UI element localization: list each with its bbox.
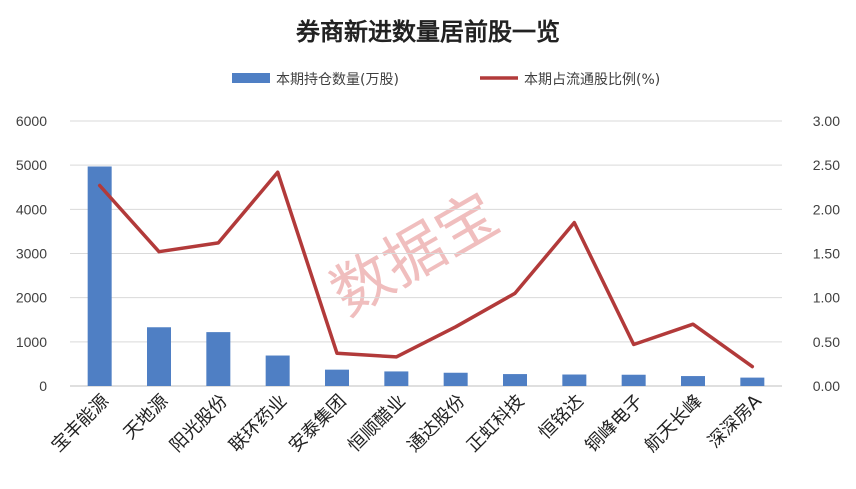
- chart-title: 券商新进数量居前股一览: [296, 18, 560, 46]
- legend: 本期持仓数量(万股) 本期占流通股比例(%): [232, 72, 660, 88]
- category-label: 宝丰能源: [47, 391, 113, 457]
- right-tick-label: 1.00: [813, 290, 840, 306]
- category-label: 天地源: [120, 391, 173, 444]
- bar: [681, 376, 705, 386]
- right-tick-label: 2.00: [813, 201, 840, 217]
- category-label: 深深房A: [704, 390, 766, 452]
- legend-label-bar: 本期持仓数量(万股): [276, 72, 399, 88]
- category-label: 铜峰电子: [581, 391, 647, 457]
- bar: [87, 166, 112, 386]
- bar: [265, 355, 290, 386]
- legend-label-line: 本期占流通股比例(%): [524, 72, 660, 88]
- category-label: 通达股份: [403, 391, 469, 457]
- right-tick-label: 0.50: [813, 334, 840, 350]
- bar: [740, 377, 765, 386]
- bar: [443, 372, 468, 386]
- left-tick-label: 2000: [16, 290, 47, 306]
- legend-swatch-bar: [232, 73, 270, 83]
- right-axis: 0.00 0.50 1.00 1.50 2.00 2.50 3.00: [813, 113, 840, 394]
- left-tick-label: 4000: [16, 201, 47, 217]
- category-label: 联环药业: [225, 391, 291, 457]
- line-series: [97, 170, 755, 369]
- bar: [206, 332, 231, 386]
- bar: [384, 371, 409, 386]
- left-tick-label: 3000: [16, 246, 47, 262]
- right-tick-label: 0.00: [813, 378, 840, 394]
- bar: [562, 374, 587, 386]
- right-tick-label: 1.50: [813, 246, 840, 262]
- left-tick-label: 5000: [16, 157, 47, 173]
- right-tick-label: 2.50: [813, 157, 840, 173]
- category-label: 安泰集团: [285, 391, 351, 457]
- series-line: [97, 170, 755, 369]
- left-axis: 0 1000 2000 3000 4000 5000 6000: [16, 113, 47, 394]
- gridlines: [70, 120, 782, 387]
- category-label: 航天长峰: [641, 391, 707, 457]
- watermark: 数据宝: [320, 179, 511, 330]
- category-label: 恒顺醋业: [344, 391, 410, 457]
- right-tick-label: 3.00: [813, 113, 840, 129]
- bar: [147, 327, 171, 386]
- watermark-text: 数据宝: [320, 179, 511, 330]
- bar-series: [87, 166, 765, 386]
- left-tick-label: 6000: [16, 113, 47, 129]
- left-tick-label: 1000: [16, 334, 47, 350]
- category-label: 恒铭达: [535, 391, 588, 444]
- category-label: 正虹科技: [463, 391, 529, 457]
- category-label: 阳光股份: [166, 391, 232, 457]
- bar: [621, 374, 646, 386]
- left-tick-label: 0: [39, 378, 47, 394]
- bar: [503, 374, 527, 386]
- bar: [325, 369, 349, 386]
